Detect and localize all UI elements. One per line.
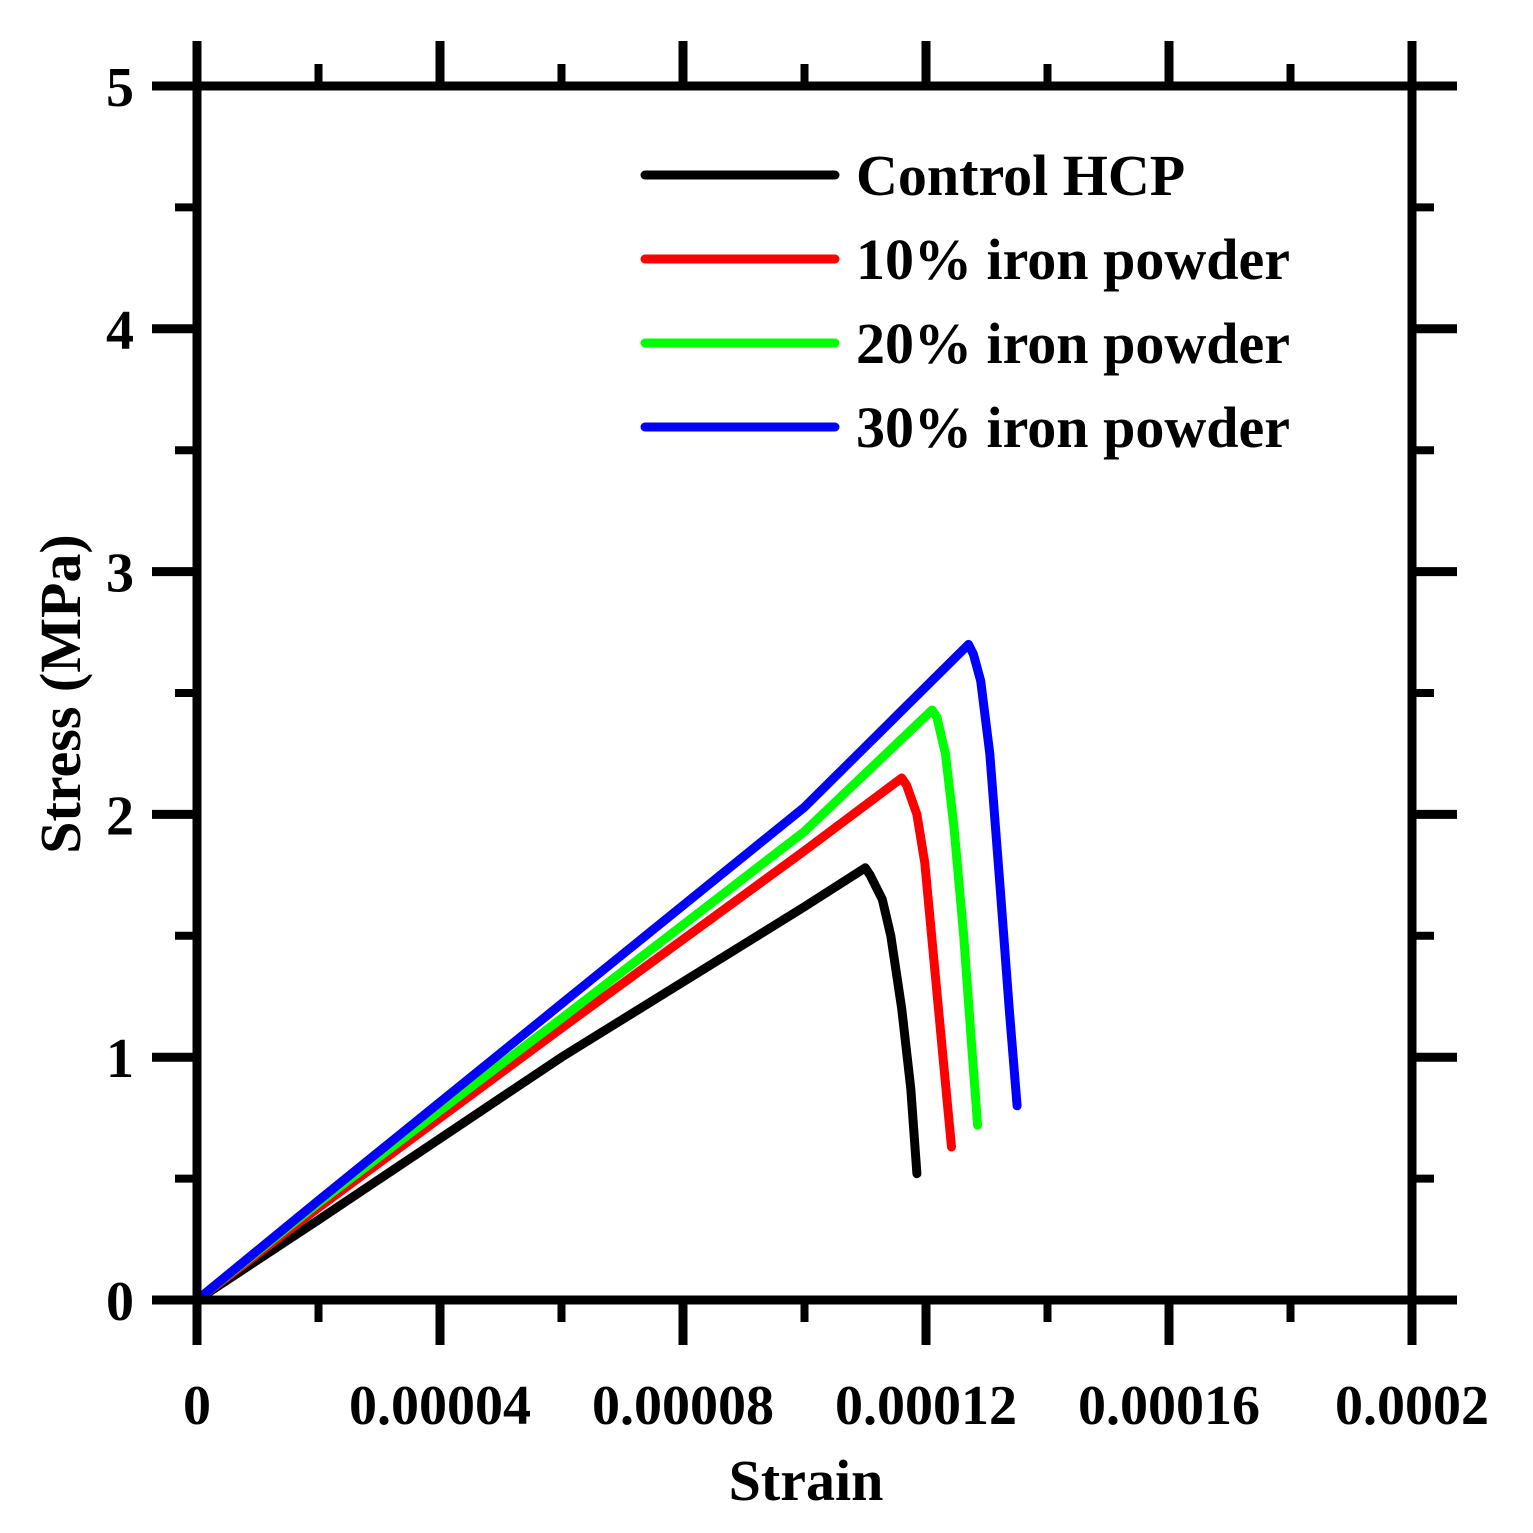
axis-ticks <box>152 41 1457 1345</box>
x-tick-label-2: 0.00008 <box>592 1375 774 1437</box>
legend-label-4: 30% iron powder <box>856 395 1290 460</box>
legend-label-2: 10% iron powder <box>856 227 1290 292</box>
x-tick-label-3: 0.00012 <box>835 1375 1017 1437</box>
x-axis-title: Strain <box>729 1448 884 1513</box>
x-tick-label-4: 0.00016 <box>1078 1375 1260 1437</box>
y-tick-label-2: 2 <box>106 785 134 847</box>
y-tick-label-3: 3 <box>106 543 134 605</box>
series-line-3 <box>192 705 983 1305</box>
legend-label-1: Control HCP <box>856 143 1185 208</box>
tick-labels: 0 1 2 3 4 5 0 0.00004 0.00008 0.00012 0.00016 0.000… <box>106 57 1489 1437</box>
series-layer <box>192 639 1022 1305</box>
x-tick-label-5: 0.0002 <box>1335 1375 1489 1437</box>
y-axis-title: Stress (MPa) <box>28 534 93 853</box>
y-tick-label-4: 4 <box>106 300 134 362</box>
legend-label-3: 20% iron powder <box>856 311 1290 376</box>
y-tick-label-0: 0 <box>106 1271 134 1333</box>
y-tick-label-1: 1 <box>106 1028 134 1090</box>
y-tick-label-5: 5 <box>106 57 134 119</box>
x-tick-label-0: 0 <box>183 1375 211 1437</box>
series-line-2 <box>192 773 956 1305</box>
x-tick-label-1: 0.00004 <box>349 1375 531 1437</box>
legend: Control HCP 10% iron powder 20% iron powde… <box>640 143 1290 460</box>
series-line-1 <box>192 863 922 1305</box>
series-line-4 <box>192 639 1022 1305</box>
